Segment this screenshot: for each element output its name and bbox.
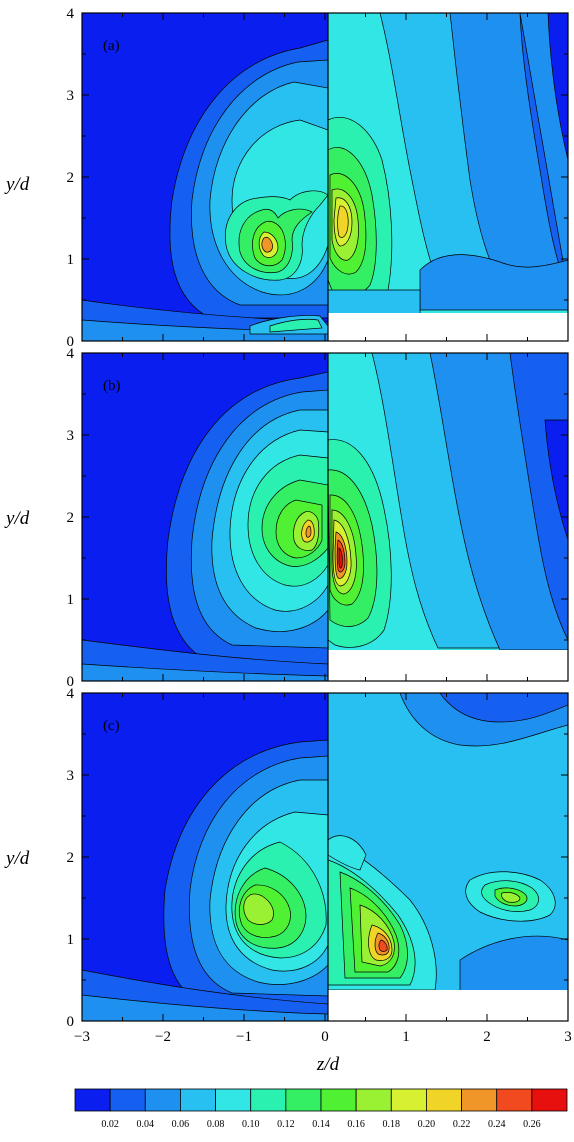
ytick-label: 0 [67, 334, 75, 350]
xtick-label: −1 [236, 1029, 252, 1045]
x-axis-label: z/d [316, 1054, 340, 1075]
xtick-label: 1 [402, 1029, 410, 1045]
xtick-label: 3 [564, 1029, 572, 1045]
xtick-label: 2 [483, 1029, 491, 1045]
ytick-label: 4 [67, 686, 75, 702]
colorbar-swatch [215, 1088, 252, 1112]
ytick-label: 3 [67, 768, 75, 784]
panel-a-ylabel: y/d [4, 174, 30, 195]
panel-b-blocked-region [328, 650, 568, 681]
colorbar-tick-label: 0.20 [418, 1119, 436, 1130]
ytick-label: 2 [67, 170, 75, 186]
colorbar-tick-label: 0.26 [523, 1119, 541, 1130]
colorbar-swatch [109, 1088, 146, 1112]
colorbar-tick-label: 0.22 [453, 1119, 471, 1130]
ytick-label: 0 [67, 1014, 75, 1030]
colorbar-swatch [250, 1088, 287, 1112]
colorbar-swatch [144, 1088, 181, 1112]
xtick-label: 0 [321, 1029, 329, 1045]
ytick-label: 2 [67, 850, 75, 866]
ytick-label: 1 [67, 932, 75, 948]
panel-a: (a) [81, 12, 569, 342]
colorbar-swatch [496, 1088, 533, 1112]
colorbar-swatch [531, 1088, 568, 1112]
colorbar-swatch [390, 1088, 427, 1112]
panel-c-blocked-region [328, 990, 568, 1021]
colorbar-tick-label: 0.12 [277, 1119, 295, 1130]
colorbar: 0.02 0.04 0.06 0.08 0.10 0.12 0.14 0.16 0.18 0.20… [74, 1088, 568, 1130]
colorbar-tick-label: 0.14 [312, 1119, 330, 1130]
colorbar-tick-label: 0.16 [347, 1119, 365, 1130]
panel-c-ylabel: y/d [4, 848, 30, 869]
colorbar-swatch [74, 1088, 111, 1112]
ytick-label: 3 [67, 428, 75, 444]
colorbar-tick-label: 0.24 [488, 1119, 506, 1130]
xtick-label: −2 [155, 1029, 171, 1045]
ytick-label: 1 [67, 252, 75, 268]
ytick-label: 3 [67, 88, 75, 104]
colorbar-tick-label: 0.04 [137, 1119, 155, 1130]
panel-c-contours [82, 693, 568, 1021]
ytick-label: 2 [67, 510, 75, 526]
colorbar-tick-label: 0.18 [383, 1119, 401, 1130]
panel-b-ylabel: y/d [4, 508, 30, 529]
panel-b: (b) [81, 352, 569, 682]
panel-b-label: (b) [103, 378, 121, 394]
colorbar-swatch [355, 1088, 392, 1112]
panel-c-label: (c) [103, 718, 120, 734]
colorbar-swatch [285, 1088, 322, 1112]
colorbar-tick-label: 0.10 [242, 1119, 260, 1130]
colorbar-tick-label: 0.06 [172, 1119, 190, 1130]
ytick-label: 0 [67, 674, 75, 690]
panel-a-label: (a) [103, 38, 120, 54]
colorbar-swatch [180, 1088, 216, 1112]
ytick-label: 1 [67, 592, 75, 608]
xtick-label: −3 [74, 1029, 90, 1045]
colorbar-swatch [461, 1088, 498, 1112]
colorbar-tick-label: 0.02 [101, 1119, 119, 1130]
panel-c: (c) [81, 692, 569, 1022]
ytick-label: 4 [67, 6, 75, 22]
ytick-label: 4 [67, 346, 75, 362]
colorbar-swatch [426, 1088, 462, 1112]
panel-a-blocked-region [328, 313, 568, 341]
panel-a-contours [82, 13, 568, 341]
panel-b-contours [82, 353, 568, 681]
colorbar-swatch [320, 1088, 357, 1112]
colorbar-tick-label: 0.08 [207, 1119, 225, 1130]
